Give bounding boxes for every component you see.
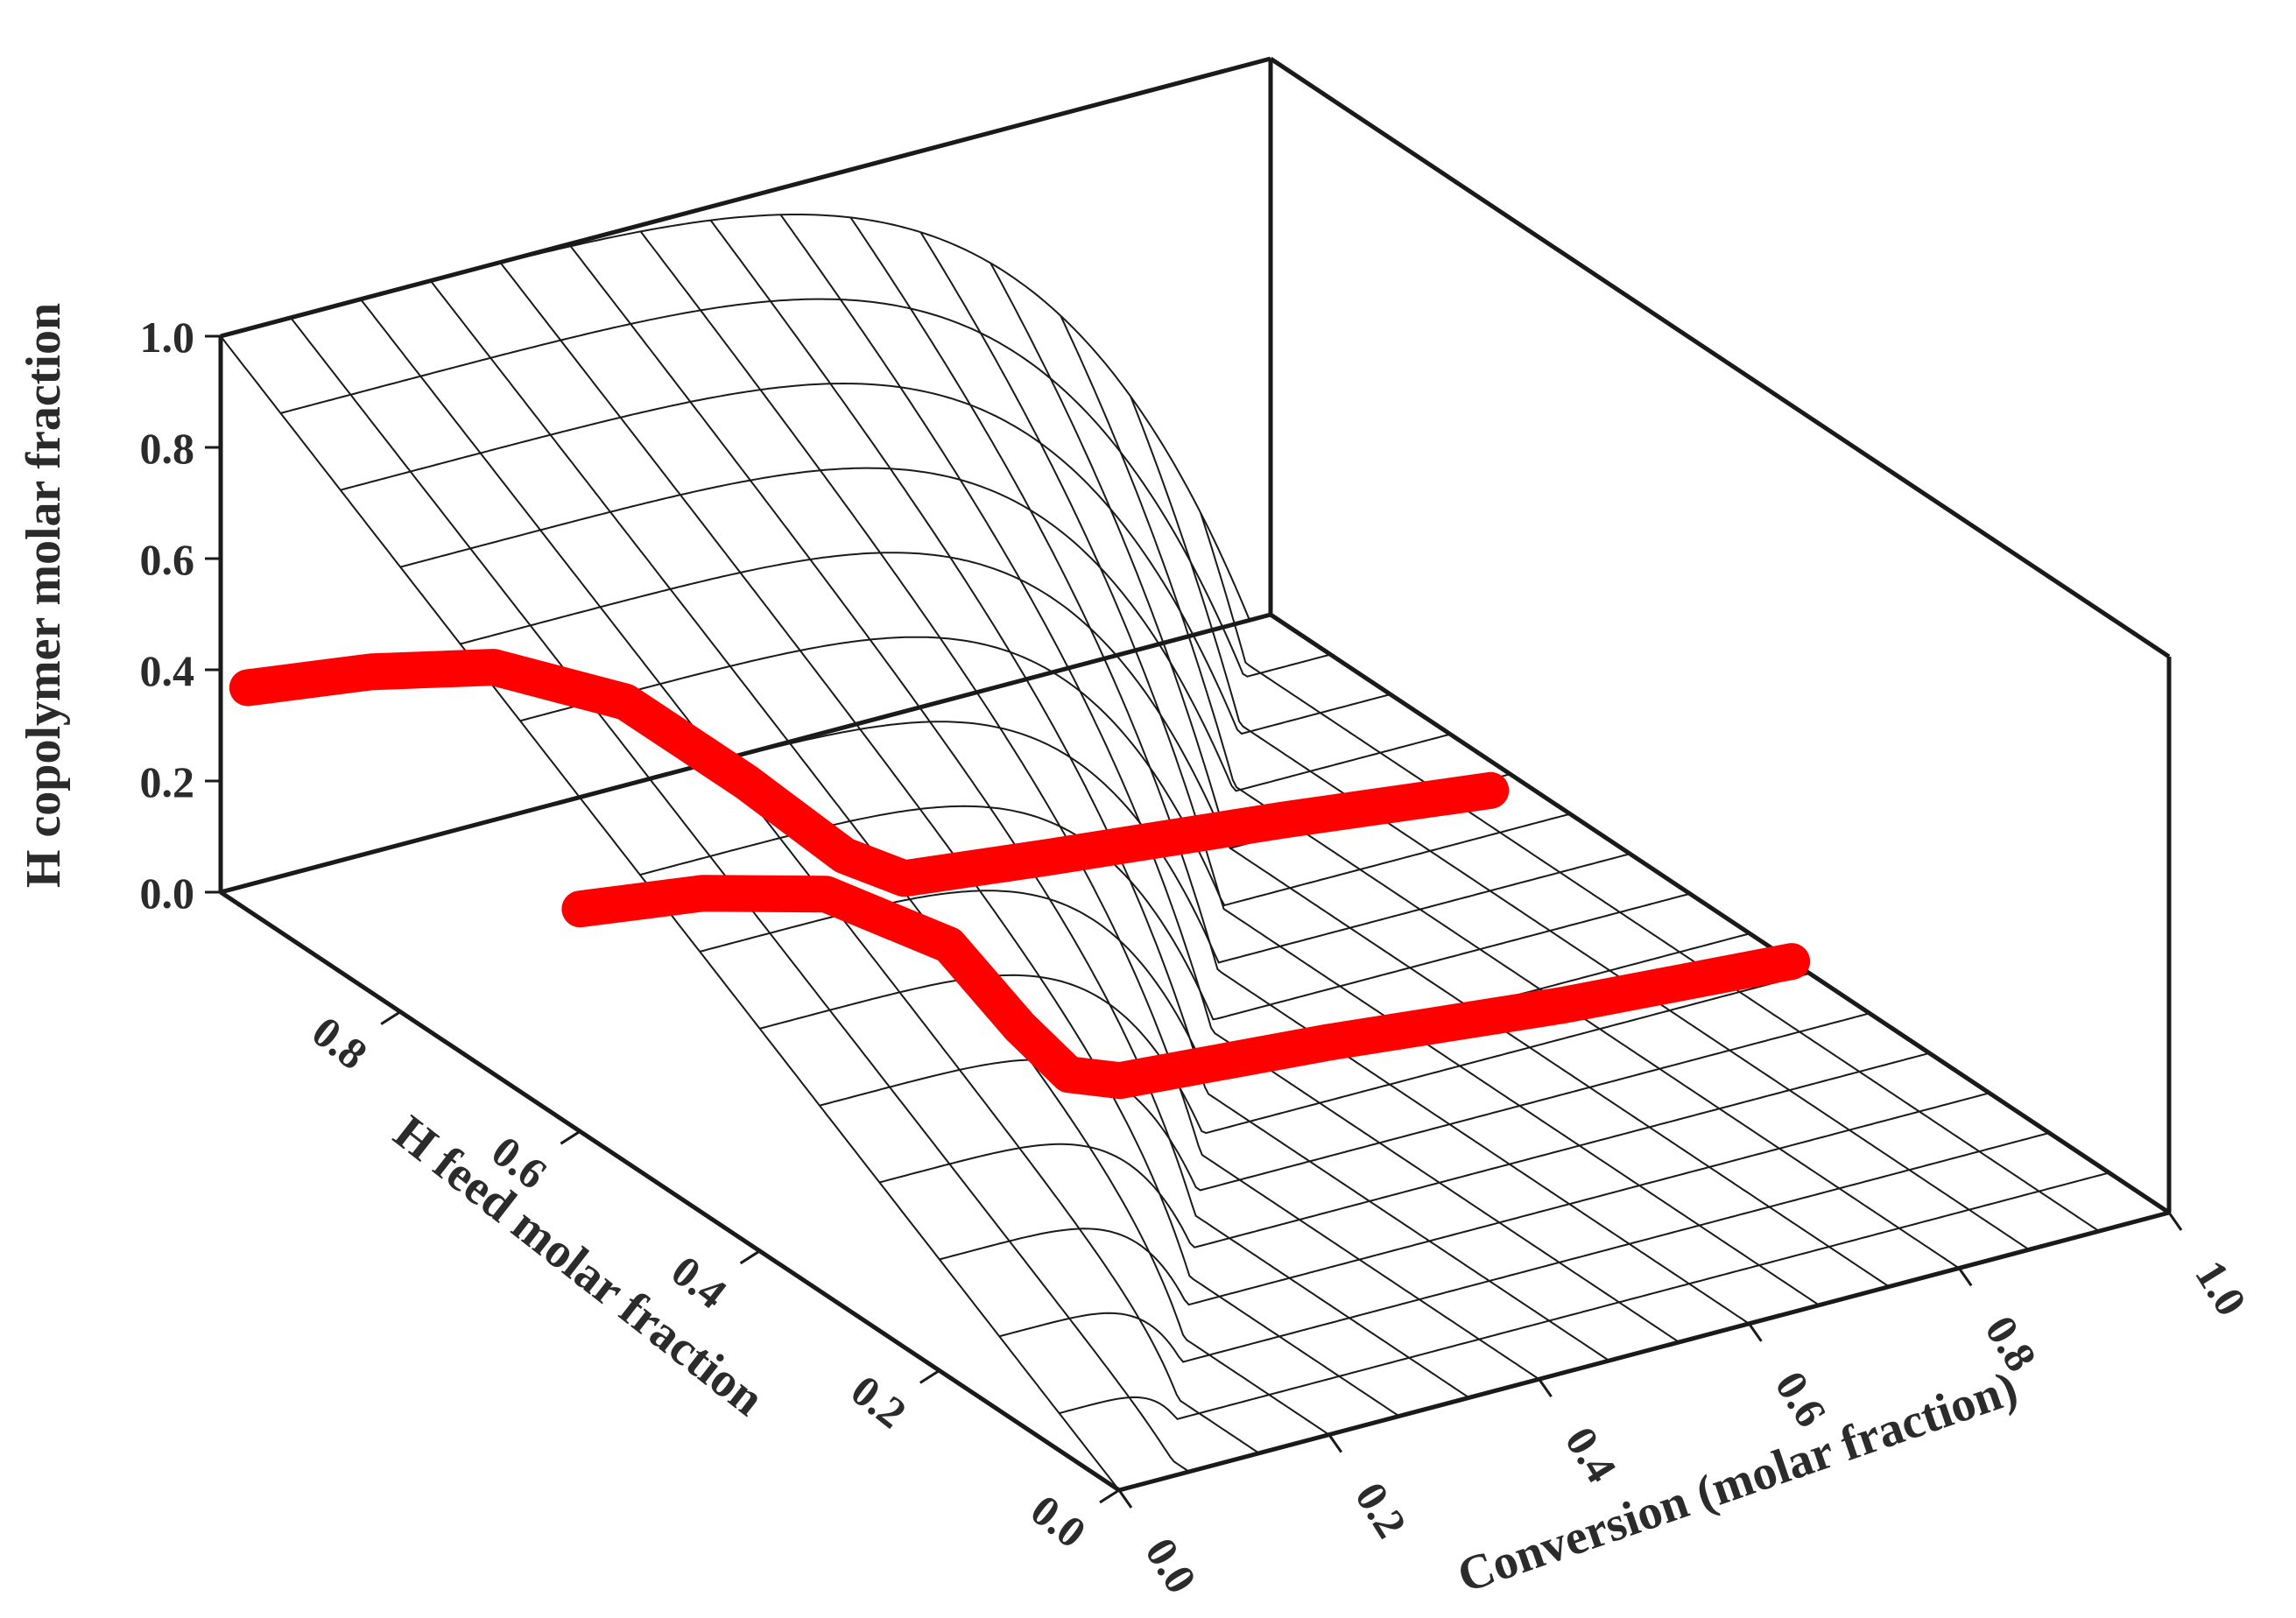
x-tick-mark (1328, 1433, 1343, 1453)
mesh-line-feed (819, 1012, 1870, 1192)
mesh-line-feed (1059, 1171, 2109, 1420)
box-edge-front-left (219, 890, 1121, 1493)
y-tick-mark (739, 1249, 761, 1265)
mesh-line-feed (399, 467, 1451, 792)
axis-box (218, 56, 2172, 1493)
highlighted-paths (229, 649, 1811, 1100)
box-edge-right-top (1269, 56, 2171, 659)
mesh-line-feed (998, 1132, 2050, 1363)
x-tick-mark (1117, 1489, 1133, 1509)
z-tick-label: 0.8 (140, 424, 195, 473)
mesh-line-conversion (500, 262, 1400, 1418)
mesh-line-conversion (1060, 315, 1960, 1270)
mesh-line-feed (879, 1052, 1930, 1249)
y-tick-label: 0.8 (303, 1007, 377, 1080)
z-tick-label: 0.4 (140, 646, 195, 695)
x-tick-mark (1538, 1378, 1553, 1398)
y-tick-label: 0.2 (842, 1365, 916, 1438)
x-tick-label: 0.0 (1136, 1530, 1207, 1602)
mesh-line-conversion (639, 230, 1540, 1381)
y-tick-mark (380, 1010, 402, 1025)
y-tick-mark (560, 1129, 581, 1145)
mesh-line-conversion (709, 220, 1610, 1361)
mesh-line-feed (220, 214, 1271, 621)
x-tick-label: 1.0 (2186, 1252, 2257, 1325)
mesh-line-feed (519, 636, 1571, 907)
surface-mesh (220, 214, 2170, 1491)
box-edge-front-bottom (1118, 1210, 2170, 1493)
y-tick-mark (919, 1369, 940, 1384)
mesh-line-feed (280, 298, 1331, 678)
z-axis-title: H copolymer molar fraction (17, 303, 71, 888)
highlighted-path-2 (229, 649, 1510, 897)
x-axis-title: Conversion (molar fraction) (1451, 1361, 2024, 1603)
mesh-line-feed (939, 1092, 1990, 1306)
x-tick-mark (1957, 1267, 1973, 1287)
x-tick-mark (2167, 1212, 2183, 1231)
z-tick-label: 0.6 (140, 535, 195, 584)
z-tick-label: 0.2 (140, 757, 195, 806)
mesh-line-conversion (990, 263, 1890, 1288)
mesh-line-conversion (849, 216, 1750, 1325)
z-tick-label: 1.0 (140, 313, 195, 362)
mesh-line-conversion (919, 231, 1820, 1306)
y-tick-label: 0.0 (1022, 1485, 1095, 1558)
highlighted-path-1 (561, 875, 1811, 1100)
y-tick-mark (1099, 1488, 1120, 1504)
box-edge-back-top (220, 56, 1271, 339)
box-edge-front-right (1269, 612, 2171, 1215)
x-tick-label: 0.4 (1556, 1418, 1627, 1491)
x-tick-mark (1748, 1322, 1763, 1342)
x-tick-label: 0.2 (1346, 1474, 1417, 1546)
mesh-line-feed (340, 382, 1391, 735)
mesh-line-conversion (1130, 396, 2030, 1251)
mesh-line-conversion (1200, 512, 2100, 1232)
z-tick-label: 0.0 (140, 869, 195, 918)
mesh-line-feed (759, 972, 1810, 1135)
box-edge-back-floor (220, 612, 1271, 895)
